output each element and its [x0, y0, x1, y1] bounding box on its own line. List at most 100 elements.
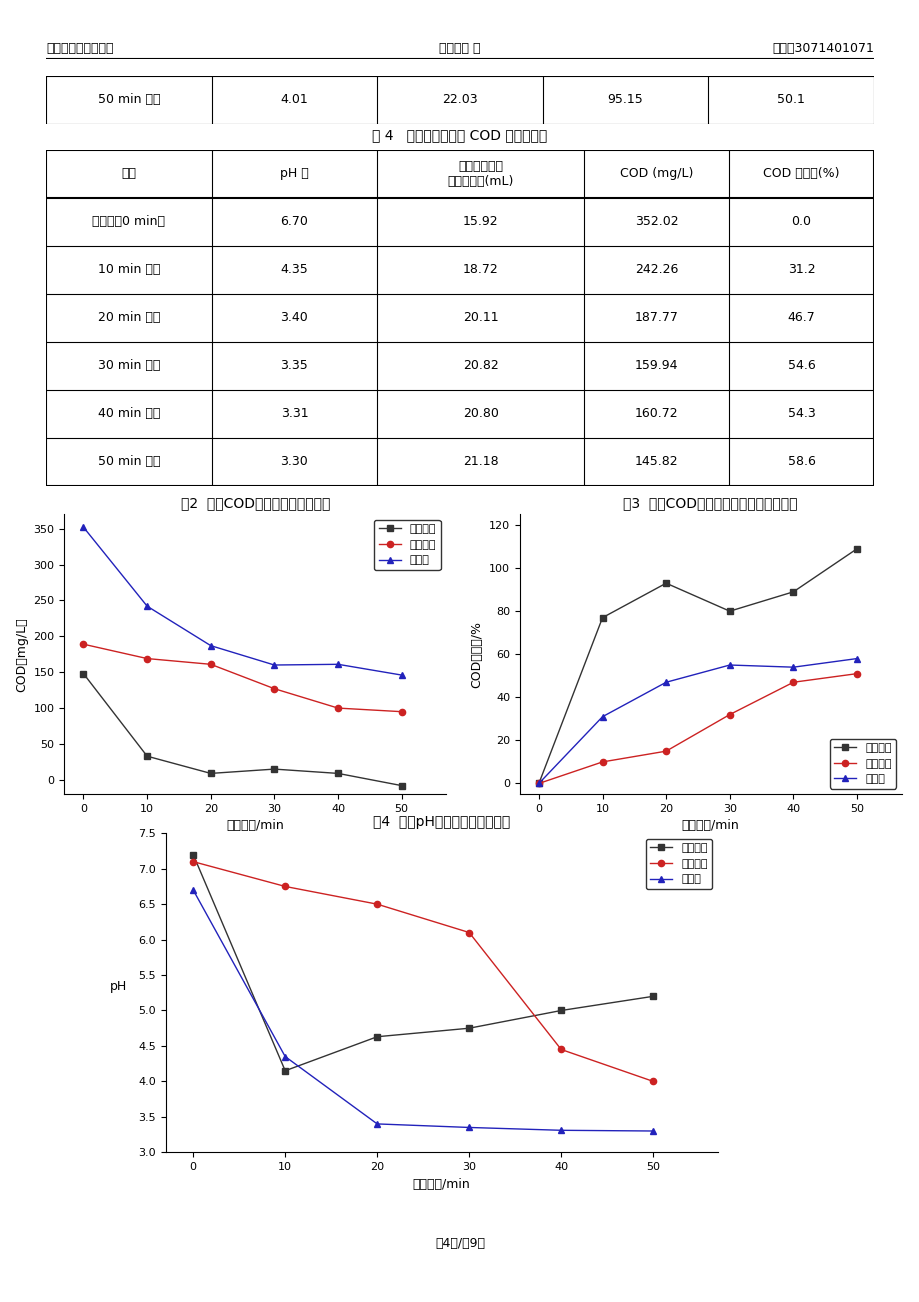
X-axis label: 氧化时间/min: 氧化时间/min — [226, 819, 284, 832]
直接桃红 — [647, 988, 658, 1004]
Text: 实验名称：混凝实验: 实验名称：混凝实验 — [46, 42, 113, 55]
Text: 4.01: 4.01 — [280, 94, 308, 105]
Y-axis label: pH: pH — [110, 980, 127, 992]
Text: 20.80: 20.80 — [462, 408, 498, 421]
Line: 分散蓝: 分散蓝 — [189, 887, 656, 1134]
Line: 酸性嫩黄: 酸性嫩黄 — [80, 641, 404, 715]
Text: 10 min 水样: 10 min 水样 — [97, 263, 160, 276]
Legend: 直接桃红, 酸性嫩黄, 分散蓝: 直接桃红, 酸性嫩黄, 分散蓝 — [829, 738, 895, 789]
Line: 直接桃红: 直接桃红 — [535, 546, 859, 786]
Text: 18.72: 18.72 — [462, 263, 498, 276]
Text: 3.40: 3.40 — [280, 311, 308, 324]
直接桃红 — [332, 766, 343, 781]
直接桃红 — [787, 585, 798, 600]
酸性嫩黄 — [332, 700, 343, 716]
Legend: 直接桃红, 酸性嫩黄, 分散蓝: 直接桃红, 酸性嫩黄, 分散蓝 — [374, 519, 440, 570]
Text: 22.03: 22.03 — [442, 94, 477, 105]
酸性嫩黄 — [660, 743, 671, 759]
Text: 20 min 水样: 20 min 水样 — [97, 311, 160, 324]
Text: 54.3: 54.3 — [787, 408, 814, 421]
酸性嫩黄 — [396, 704, 407, 720]
酸性嫩黄 — [78, 637, 89, 652]
直接桃红 — [142, 749, 153, 764]
Line: 酸性嫩黄: 酸性嫩黄 — [535, 671, 859, 786]
直接桃红 — [533, 776, 544, 792]
分散蓝 — [268, 658, 279, 673]
分散蓝 — [596, 708, 607, 724]
Text: 4.35: 4.35 — [280, 263, 308, 276]
Text: 表 4   分散蓝染料废水 COD 测定数据表: 表 4 分散蓝染料废水 COD 测定数据表 — [372, 129, 547, 142]
分散蓝 — [647, 1124, 658, 1139]
Line: 酸性嫩黄: 酸性嫩黄 — [190, 858, 655, 1085]
X-axis label: 氧化时间/min: 氧化时间/min — [681, 819, 739, 832]
Text: 第4页/总9页: 第4页/总9页 — [435, 1237, 484, 1250]
直接桃红 — [463, 1021, 474, 1036]
酸性嫩黄 — [142, 651, 153, 667]
直接桃红 — [187, 846, 199, 862]
Text: 30 min 水样: 30 min 水样 — [97, 359, 160, 372]
Text: 160.72: 160.72 — [634, 408, 677, 421]
分散蓝 — [463, 1120, 474, 1135]
直接桃红 — [371, 1029, 382, 1044]
Text: 水样: 水样 — [121, 167, 136, 180]
分散蓝 — [787, 659, 798, 674]
Text: 187.77: 187.77 — [634, 311, 678, 324]
分散蓝 — [332, 656, 343, 672]
直接桃红 — [279, 1062, 290, 1078]
Text: pH 值: pH 值 — [279, 167, 309, 180]
Text: 3.35: 3.35 — [280, 359, 308, 372]
Line: 直接桃红: 直接桃红 — [190, 852, 655, 1074]
直接桃红 — [555, 1003, 566, 1018]
直接桃红 — [596, 609, 607, 625]
Title: 图4  废水pH随氧化时间变化曲线: 图4 废水pH随氧化时间变化曲线 — [372, 815, 510, 829]
Text: COD (mg/L): COD (mg/L) — [619, 167, 693, 180]
分散蓝 — [660, 674, 671, 690]
分散蓝 — [279, 1049, 290, 1065]
Text: 21.18: 21.18 — [462, 456, 498, 469]
直接桃红 — [268, 762, 279, 777]
Text: 352.02: 352.02 — [634, 215, 677, 228]
分散蓝 — [371, 1116, 382, 1131]
Text: 31.2: 31.2 — [787, 263, 814, 276]
Text: 159.94: 159.94 — [634, 359, 677, 372]
Y-axis label: COD去除率/%: COD去除率/% — [470, 621, 482, 687]
酸性嫩黄 — [647, 1074, 658, 1090]
直接桃红 — [660, 575, 671, 591]
分散蓝 — [78, 519, 89, 535]
分散蓝 — [851, 651, 862, 667]
Text: 46.7: 46.7 — [787, 311, 814, 324]
分散蓝 — [723, 658, 734, 673]
Text: 3.30: 3.30 — [280, 456, 308, 469]
Text: 95.15: 95.15 — [607, 94, 642, 105]
Text: 学号：3071401071: 学号：3071401071 — [771, 42, 873, 55]
Line: 分散蓝: 分散蓝 — [535, 655, 859, 786]
直接桃红 — [851, 540, 862, 556]
直接桃红 — [205, 766, 216, 781]
酸性嫩黄 — [279, 879, 290, 894]
直接桃红 — [396, 777, 407, 793]
分散蓝 — [533, 776, 544, 792]
直接桃红 — [78, 665, 89, 681]
Text: 50.1: 50.1 — [777, 94, 804, 105]
酸性嫩黄 — [187, 854, 199, 870]
Text: 54.6: 54.6 — [787, 359, 814, 372]
Line: 分散蓝: 分散蓝 — [80, 523, 404, 678]
酸性嫩黄 — [371, 896, 382, 911]
分散蓝 — [187, 883, 199, 898]
Text: COD 去除率(%): COD 去除率(%) — [763, 167, 839, 180]
酸性嫩黄 — [723, 707, 734, 723]
Text: 姓名：王 义: 姓名：王 义 — [438, 42, 481, 55]
Text: 0.0: 0.0 — [790, 215, 811, 228]
酸性嫩黄 — [851, 665, 862, 681]
酸性嫩黄 — [268, 681, 279, 697]
分散蓝 — [396, 667, 407, 682]
Text: 242.26: 242.26 — [634, 263, 677, 276]
X-axis label: 氧化时间/min: 氧化时间/min — [413, 1177, 470, 1190]
Text: 145.82: 145.82 — [634, 456, 677, 469]
Text: 硫酸亚铁铵的
滴定消耗量(mL): 硫酸亚铁铵的 滴定消耗量(mL) — [447, 160, 514, 187]
酸性嫩黄 — [555, 1042, 566, 1057]
Title: 图2  废水COD随氧化时间变化曲线: 图2 废水COD随氧化时间变化曲线 — [180, 496, 330, 510]
Line: 直接桃红: 直接桃红 — [80, 671, 404, 789]
Text: 50 min 水样: 50 min 水样 — [97, 94, 160, 105]
Text: 40 min 水样: 40 min 水样 — [97, 408, 160, 421]
